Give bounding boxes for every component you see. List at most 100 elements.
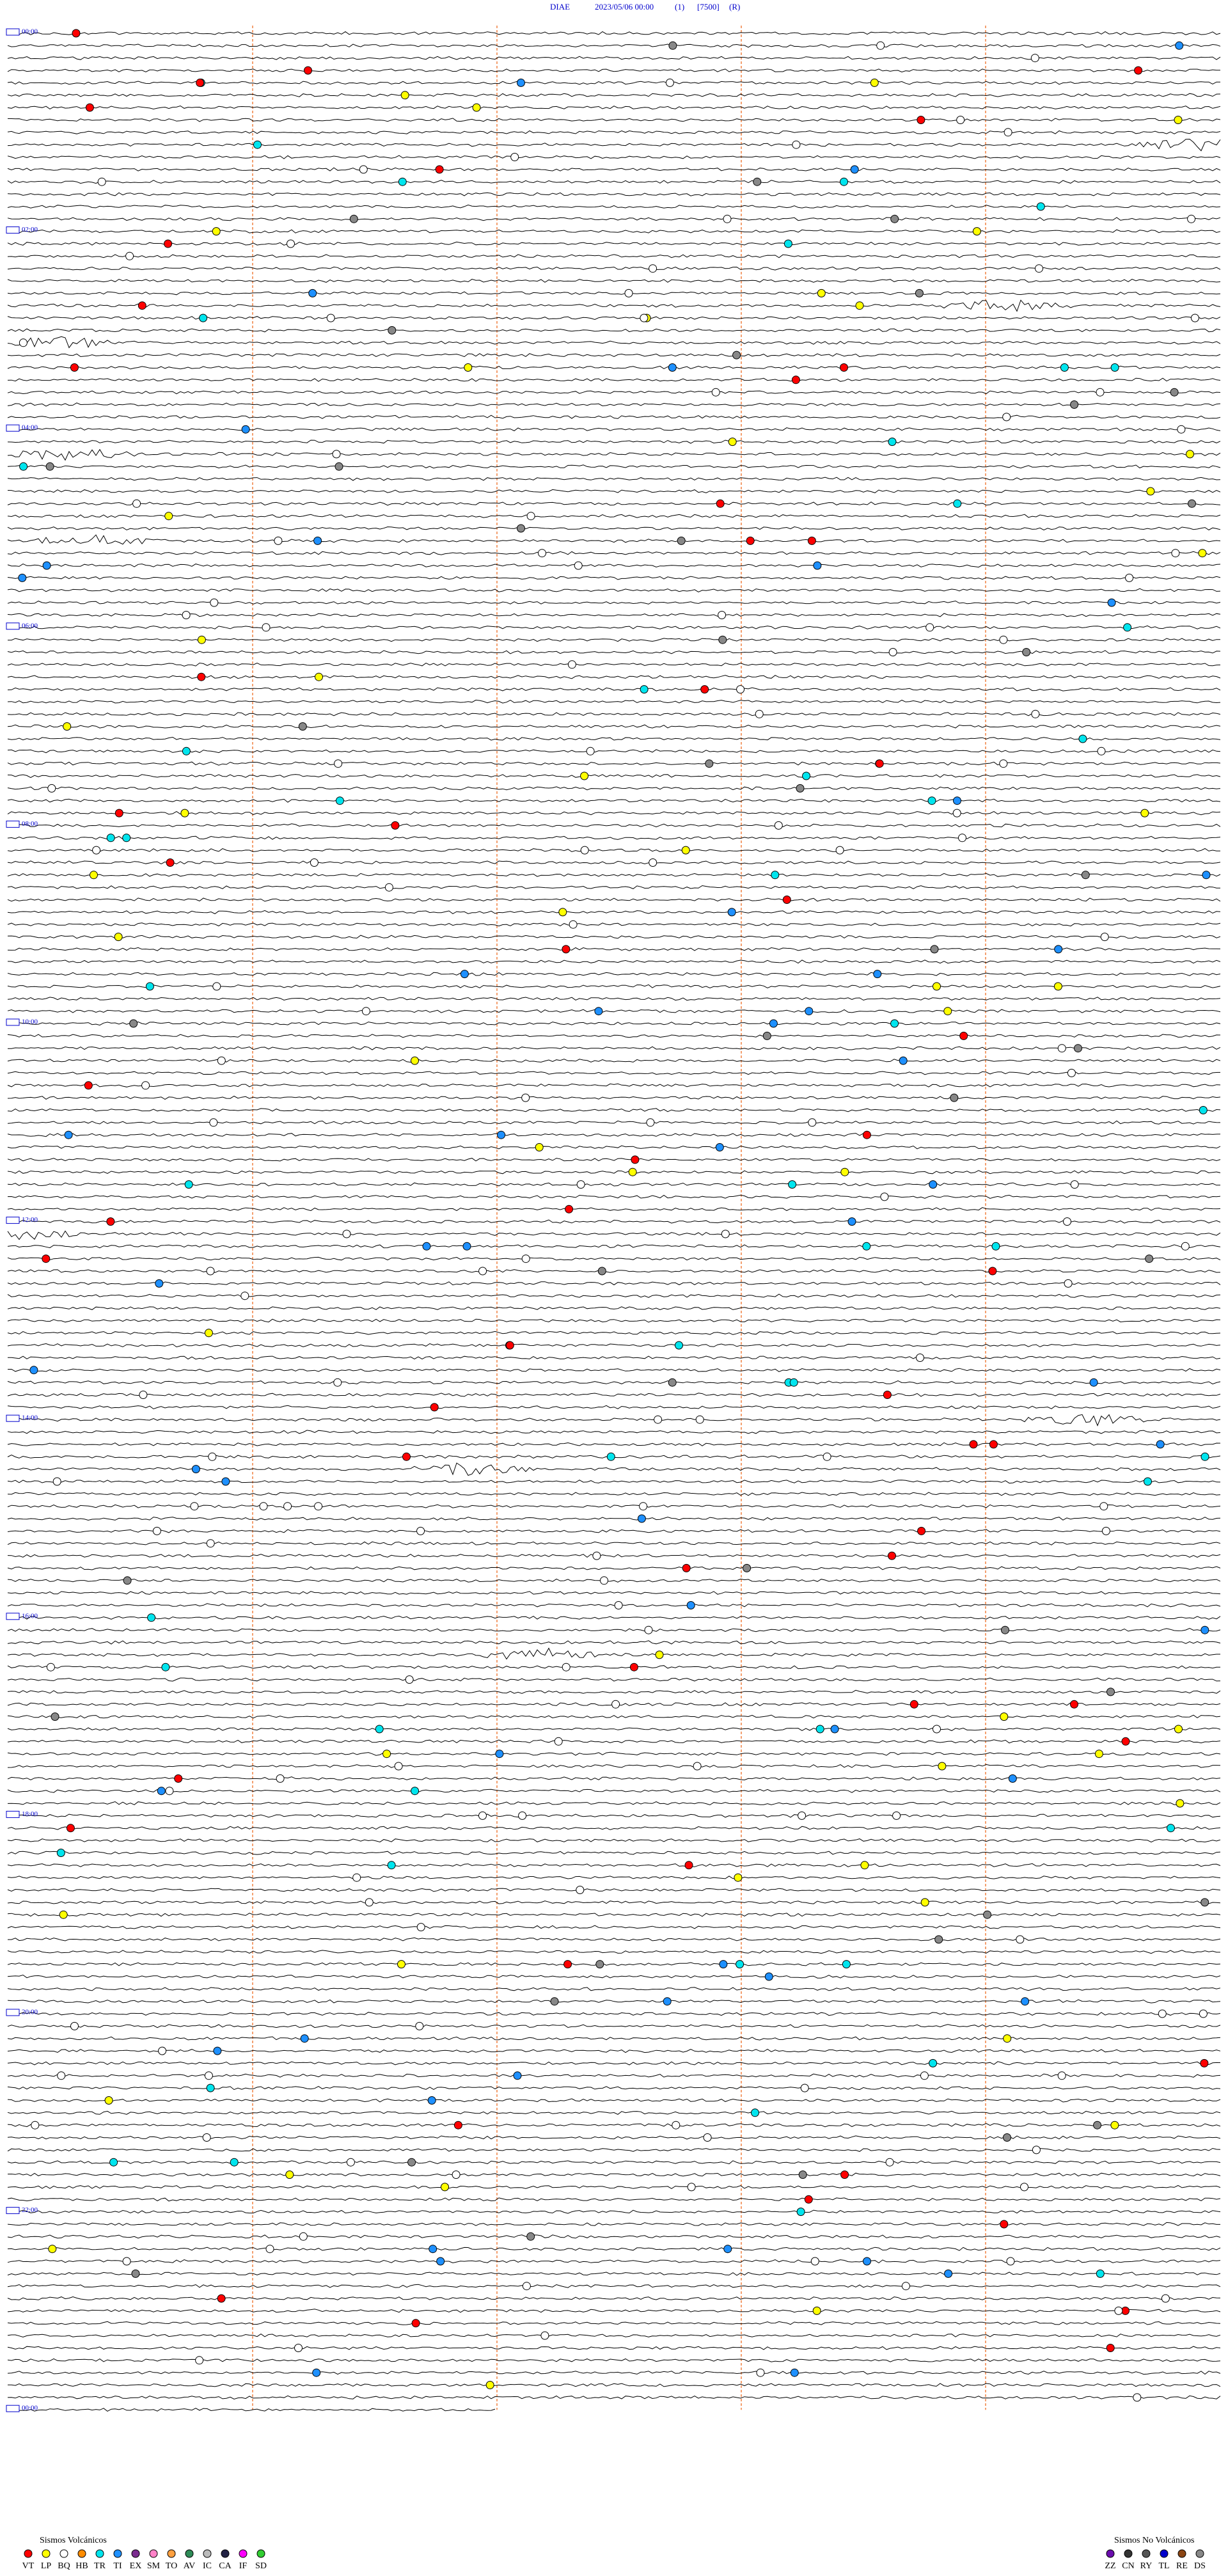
trace bbox=[7, 439, 1221, 444]
event-marker bbox=[46, 1663, 55, 1671]
event-marker bbox=[196, 78, 205, 87]
event-marker bbox=[1190, 313, 1199, 322]
event-marker bbox=[182, 747, 191, 755]
trace bbox=[7, 724, 1221, 729]
trace bbox=[7, 1776, 1221, 1781]
event-marker bbox=[285, 2170, 294, 2179]
trace bbox=[7, 502, 1221, 506]
event-marker bbox=[925, 623, 934, 632]
trace bbox=[7, 2408, 496, 2412]
event-marker bbox=[521, 1093, 530, 1102]
trace bbox=[7, 1517, 1221, 1521]
event-marker bbox=[628, 1167, 637, 1176]
event-marker bbox=[563, 1960, 572, 1969]
trace bbox=[7, 1876, 1221, 1879]
event-marker bbox=[182, 611, 191, 619]
event-marker bbox=[682, 1563, 691, 1572]
event-marker bbox=[147, 1613, 156, 1622]
event-marker bbox=[1114, 2306, 1123, 2315]
trace bbox=[7, 1331, 1221, 1335]
event-marker bbox=[1199, 2009, 1208, 2018]
event-marker bbox=[952, 809, 961, 818]
event-marker bbox=[1031, 709, 1040, 718]
trace bbox=[7, 1405, 1221, 1410]
event-marker bbox=[885, 2158, 894, 2167]
legend-swatch bbox=[1195, 2549, 1204, 2558]
event-marker bbox=[675, 1341, 683, 1350]
event-marker bbox=[31, 2121, 40, 2130]
event-marker bbox=[840, 1167, 849, 1176]
event-marker bbox=[427, 2096, 436, 2105]
event-marker bbox=[929, 2058, 938, 2067]
trace bbox=[7, 712, 1221, 716]
legend-label: VT bbox=[22, 2561, 35, 2571]
event-marker bbox=[1021, 1997, 1030, 2006]
event-marker bbox=[1170, 388, 1179, 397]
trace bbox=[7, 1293, 1221, 1298]
event-marker bbox=[1003, 2034, 1012, 2043]
hour-label-box bbox=[6, 1414, 20, 1422]
event-marker bbox=[595, 1960, 604, 1969]
trace bbox=[7, 1368, 1221, 1372]
trace bbox=[7, 1801, 1221, 1806]
event-marker bbox=[863, 2257, 871, 2266]
trace bbox=[7, 935, 1221, 939]
legend-label: TR bbox=[94, 2561, 106, 2571]
trace bbox=[7, 2222, 1220, 2226]
event-marker bbox=[888, 648, 897, 656]
event-marker bbox=[930, 945, 939, 954]
trace bbox=[7, 217, 1221, 221]
event-marker bbox=[999, 635, 1008, 644]
event-marker bbox=[782, 896, 791, 904]
trace bbox=[7, 1414, 1221, 1426]
event-marker bbox=[1198, 549, 1207, 558]
event-marker bbox=[276, 1774, 285, 1783]
trace bbox=[8, 2383, 1221, 2387]
event-marker bbox=[526, 512, 535, 521]
event-marker bbox=[1177, 425, 1186, 434]
event-marker bbox=[346, 2158, 355, 2167]
hour-label: 20:00 bbox=[22, 2009, 38, 2016]
event-marker bbox=[727, 908, 736, 917]
event-marker bbox=[206, 1539, 215, 1548]
event-marker bbox=[411, 1787, 420, 1796]
event-marker bbox=[586, 747, 595, 755]
hour-label-box bbox=[6, 2405, 20, 2412]
hour-label: 12:00 bbox=[22, 1216, 38, 1224]
legend-label: BQ bbox=[58, 2561, 70, 2571]
event-marker bbox=[422, 1242, 431, 1251]
trace bbox=[7, 625, 1221, 629]
trace bbox=[7, 1219, 1221, 1224]
event-marker bbox=[19, 462, 28, 471]
event-marker bbox=[933, 1725, 941, 1734]
event-marker bbox=[1200, 1452, 1209, 1461]
trace bbox=[7, 1009, 1221, 1013]
event-marker bbox=[1081, 871, 1090, 880]
event-marker bbox=[1099, 1502, 1108, 1511]
event-marker bbox=[1176, 1799, 1185, 1808]
event-marker bbox=[1002, 413, 1011, 422]
event-marker bbox=[1186, 450, 1194, 459]
event-marker bbox=[1078, 734, 1087, 743]
hour-label: 08:00 bbox=[22, 820, 38, 828]
event-marker bbox=[567, 660, 576, 669]
event-marker bbox=[1123, 623, 1132, 632]
event-marker bbox=[640, 685, 649, 694]
trace bbox=[7, 229, 1221, 233]
event-marker bbox=[681, 846, 690, 855]
event-marker bbox=[123, 1576, 132, 1585]
event-marker bbox=[1101, 1526, 1110, 1535]
event-marker bbox=[890, 214, 899, 223]
legend-swatch bbox=[167, 2549, 176, 2558]
traces bbox=[7, 26, 1221, 2412]
event-marker bbox=[161, 1663, 170, 1671]
event-marker bbox=[1145, 1254, 1154, 1263]
trace bbox=[7, 2147, 1221, 2152]
event-marker bbox=[840, 363, 848, 372]
trace bbox=[7, 1789, 1221, 1793]
trace bbox=[7, 1714, 1221, 1719]
trace bbox=[7, 613, 1221, 617]
event-marker bbox=[1121, 1737, 1130, 1746]
trace bbox=[7, 873, 1221, 877]
event-marker bbox=[835, 846, 844, 855]
